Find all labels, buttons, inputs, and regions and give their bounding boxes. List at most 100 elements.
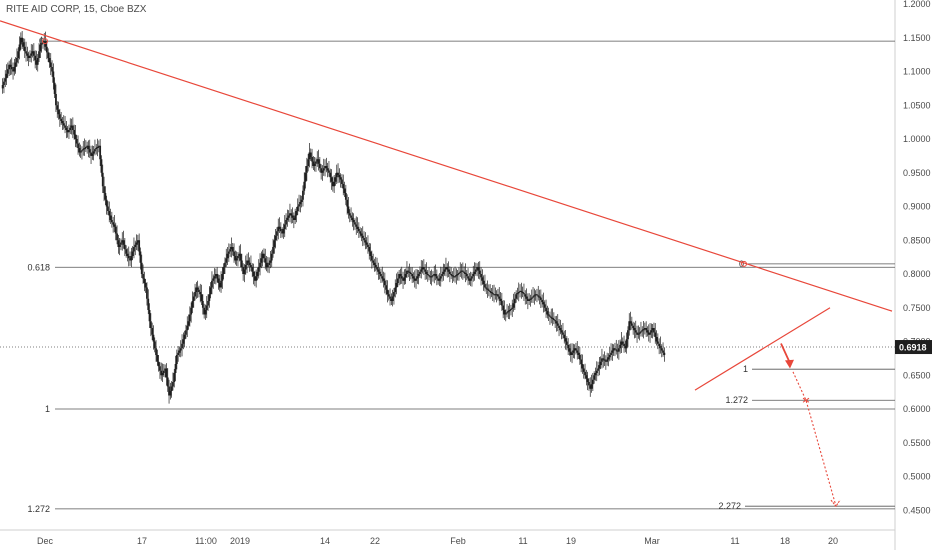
y-tick-label: 0.5500: [903, 438, 931, 448]
candle-body: [240, 260, 243, 268]
candle-body: [48, 58, 51, 63]
candle-body: [43, 41, 46, 43]
candle-body: [542, 302, 545, 305]
candle-body: [620, 341, 623, 345]
candle-body: [99, 145, 102, 160]
candle-body: [330, 177, 333, 182]
candle-body: [564, 338, 567, 342]
candle-body: [445, 267, 447, 270]
candle-body: [246, 260, 248, 265]
candle-body: [485, 287, 488, 289]
candle-body: [589, 385, 592, 389]
candle-body: [27, 55, 30, 58]
candle-body: [281, 231, 284, 234]
candle-body: [64, 125, 66, 128]
candle-body: [446, 267, 449, 270]
candle-body: [528, 299, 531, 301]
candle-body: [91, 153, 94, 156]
candle-body: [491, 293, 494, 295]
x-tick-label: 14: [320, 536, 330, 546]
candle-body: [594, 373, 597, 376]
candle-body: [447, 269, 450, 272]
candle-body: [551, 317, 554, 319]
candle-body: [244, 265, 247, 270]
candle-body: [512, 303, 515, 308]
x-tick-label: 18: [780, 536, 790, 546]
candle-body: [567, 344, 570, 349]
candle-body: [500, 301, 503, 306]
candle-body: [640, 331, 642, 333]
candle-body: [6, 69, 9, 74]
candle-body: [647, 332, 650, 335]
candle-body: [317, 159, 320, 164]
candle-body: [529, 298, 532, 300]
x-tick-label: 20: [828, 536, 838, 546]
candle-body: [390, 298, 393, 301]
candle-body: [253, 276, 256, 281]
candle-body: [194, 292, 196, 297]
candle-body: [393, 292, 395, 297]
candle-body: [617, 348, 620, 352]
candle-body: [426, 274, 429, 276]
candle-body: [573, 348, 576, 351]
candle-body: [415, 278, 417, 281]
candle-body: [40, 43, 43, 45]
candle-body: [611, 350, 614, 353]
candle-body: [428, 275, 430, 277]
x-tick-label: 11:00: [195, 536, 217, 546]
candle-body: [348, 213, 351, 216]
candle-body: [628, 321, 631, 331]
candle-body: [351, 217, 354, 220]
candle-body: [220, 280, 222, 288]
candle-body: [9, 64, 12, 67]
candle-body: [534, 294, 537, 296]
candle-body: [14, 62, 17, 67]
candle-body: [10, 67, 13, 70]
candle-body: [383, 280, 386, 286]
candle-body: [502, 305, 505, 310]
candle-body: [222, 267, 225, 274]
candle-body: [182, 339, 185, 344]
candle-body: [616, 350, 619, 352]
candle-body: [295, 211, 298, 216]
candle-body: [71, 125, 74, 130]
candle-body: [70, 125, 73, 128]
candle-body: [413, 278, 416, 281]
candle-body: [307, 159, 310, 166]
candle-body: [355, 224, 358, 227]
candle-body: [315, 161, 317, 164]
candle-body: [116, 233, 118, 241]
candle-body: [221, 274, 224, 281]
candle-body: [556, 323, 559, 326]
candle-body: [432, 275, 434, 277]
candle-body: [552, 319, 555, 321]
candle-body: [461, 270, 464, 272]
candle-body: [5, 73, 8, 79]
candle-body: [283, 224, 286, 229]
candle-body: [127, 256, 130, 259]
candle-body: [168, 386, 170, 396]
candle-body: [343, 188, 346, 193]
breakdown-arrow-head: [785, 359, 794, 369]
candle-body: [382, 278, 385, 281]
candle-body: [198, 289, 200, 292]
candle-body: [558, 325, 560, 328]
candle-body: [153, 341, 156, 349]
candle-body: [417, 274, 420, 277]
candle-body: [441, 274, 443, 277]
x-tick-label: 11: [730, 536, 739, 546]
candle-body: [373, 262, 376, 265]
candle-body: [285, 220, 287, 225]
candle-body: [29, 55, 31, 58]
candle-body: [304, 172, 307, 182]
x-tick-label: 11: [518, 536, 527, 546]
candle-body: [298, 204, 300, 207]
candle-body: [103, 186, 105, 193]
candle-body: [364, 240, 367, 243]
candle-body: [359, 231, 362, 234]
candle-body: [591, 379, 594, 385]
fib-level-label: 1.272: [27, 504, 50, 514]
candle-body: [443, 269, 446, 272]
candle-body: [368, 247, 371, 252]
